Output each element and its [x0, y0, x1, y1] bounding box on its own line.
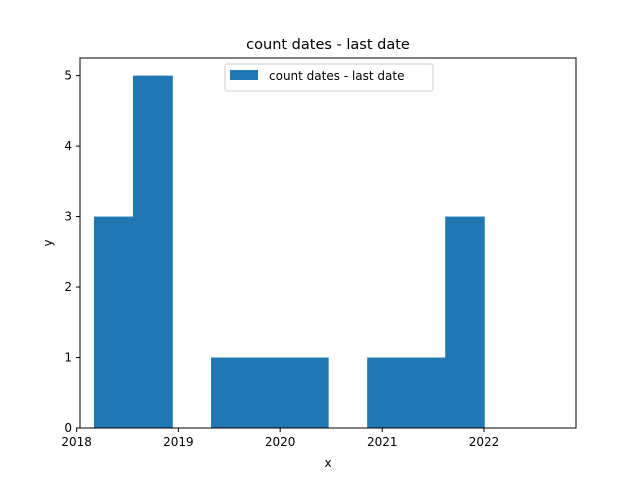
y-axis-ticks: 0 1 2 3 4 5 [64, 69, 80, 435]
bars-group [93, 75, 485, 428]
y-tick-label: 3 [64, 210, 72, 224]
bar-8 [406, 357, 446, 428]
bar-9 [445, 216, 485, 428]
x-tick-label: 2019 [163, 435, 194, 449]
legend-swatch [230, 70, 258, 80]
y-axis-label: y [41, 239, 55, 246]
x-tick-label: 2022 [469, 435, 500, 449]
y-tick-label: 5 [64, 69, 72, 83]
y-tick-label: 0 [64, 421, 72, 435]
x-axis-ticks: 2018 2019 2020 2021 2022 [61, 428, 499, 449]
bar-5 [289, 357, 329, 428]
y-tick-label: 4 [64, 139, 72, 153]
x-tick-label: 2018 [61, 435, 92, 449]
y-tick-label: 1 [64, 351, 72, 365]
legend: count dates - last date [224, 63, 434, 92]
x-axis-label: x [324, 456, 331, 470]
x-tick-label: 2021 [367, 435, 398, 449]
legend-label: count dates - last date [269, 69, 404, 83]
bar-7 [367, 357, 407, 428]
y-tick-label: 2 [64, 280, 72, 294]
x-tick-label: 2020 [265, 435, 296, 449]
chart-title: count dates - last date [246, 37, 410, 53]
bar-4 [250, 357, 290, 428]
axes-frame [79, 57, 577, 429]
bar-1 [132, 75, 173, 428]
legend-box [224, 63, 434, 92]
bar-0 [93, 216, 134, 428]
bar-3 [211, 357, 251, 428]
